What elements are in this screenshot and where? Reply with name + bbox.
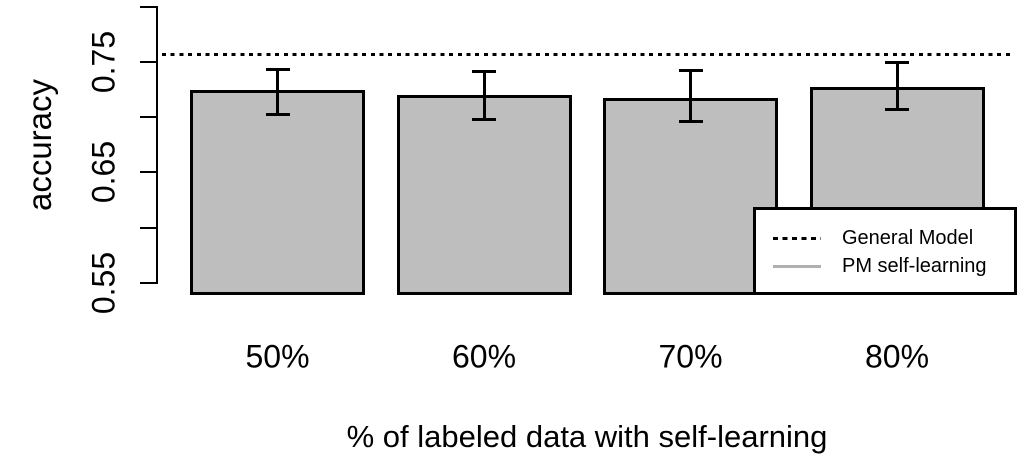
- bar: [190, 89, 365, 295]
- x-tick-label: 60%: [451, 338, 517, 375]
- error-bar-cap-top: [265, 68, 290, 72]
- legend-label-general-model: General Model: [842, 226, 974, 249]
- bar: [396, 95, 572, 295]
- error-bar-cap-bottom: [678, 120, 703, 124]
- y-tick-label: 0.65: [85, 141, 122, 204]
- x-tick-label: 80%: [864, 338, 930, 375]
- solid-line-sample: [773, 264, 821, 268]
- error-bar-line: [895, 62, 899, 110]
- error-bar-line: [689, 70, 692, 122]
- legend-label-pm-self-learning: PM self-learning: [842, 254, 987, 277]
- error-bar-cap-bottom: [885, 107, 909, 111]
- y-tick-label: 0.55: [85, 251, 122, 314]
- error-bar-line: [482, 71, 486, 120]
- y-axis-tick: [140, 281, 156, 284]
- error-bar-cap-bottom: [472, 117, 496, 121]
- bar: [603, 98, 778, 295]
- y-axis-tick: [140, 116, 156, 119]
- y-tick-label: 0.75: [85, 30, 122, 94]
- error-bar-cap-top: [472, 70, 496, 74]
- legend: General Model PM self-learning: [753, 207, 1017, 295]
- reference-line-general-model: [162, 52, 1012, 56]
- y-axis-tick: [140, 171, 156, 174]
- error-bar-cap-top: [678, 69, 703, 73]
- error-bar-cap-bottom: [265, 113, 290, 117]
- y-axis-line: [156, 5, 158, 284]
- legend-item-general-model: General Model: [756, 224, 1014, 252]
- x-tick-label: 50%: [245, 338, 310, 375]
- dotted-line-sample: [773, 236, 821, 240]
- legend-item-pm-self-learning: PM self-learning: [756, 252, 1014, 280]
- y-axis-tick: [140, 226, 156, 229]
- y-axis-tick: [140, 61, 156, 63]
- x-tick-label: 70%: [658, 338, 723, 375]
- x-axis-title: % of labeled data with self-learning: [346, 419, 828, 454]
- error-bar-line: [276, 69, 279, 115]
- y-axis-tick: [140, 5, 156, 8]
- error-bar-cap-top: [885, 60, 909, 64]
